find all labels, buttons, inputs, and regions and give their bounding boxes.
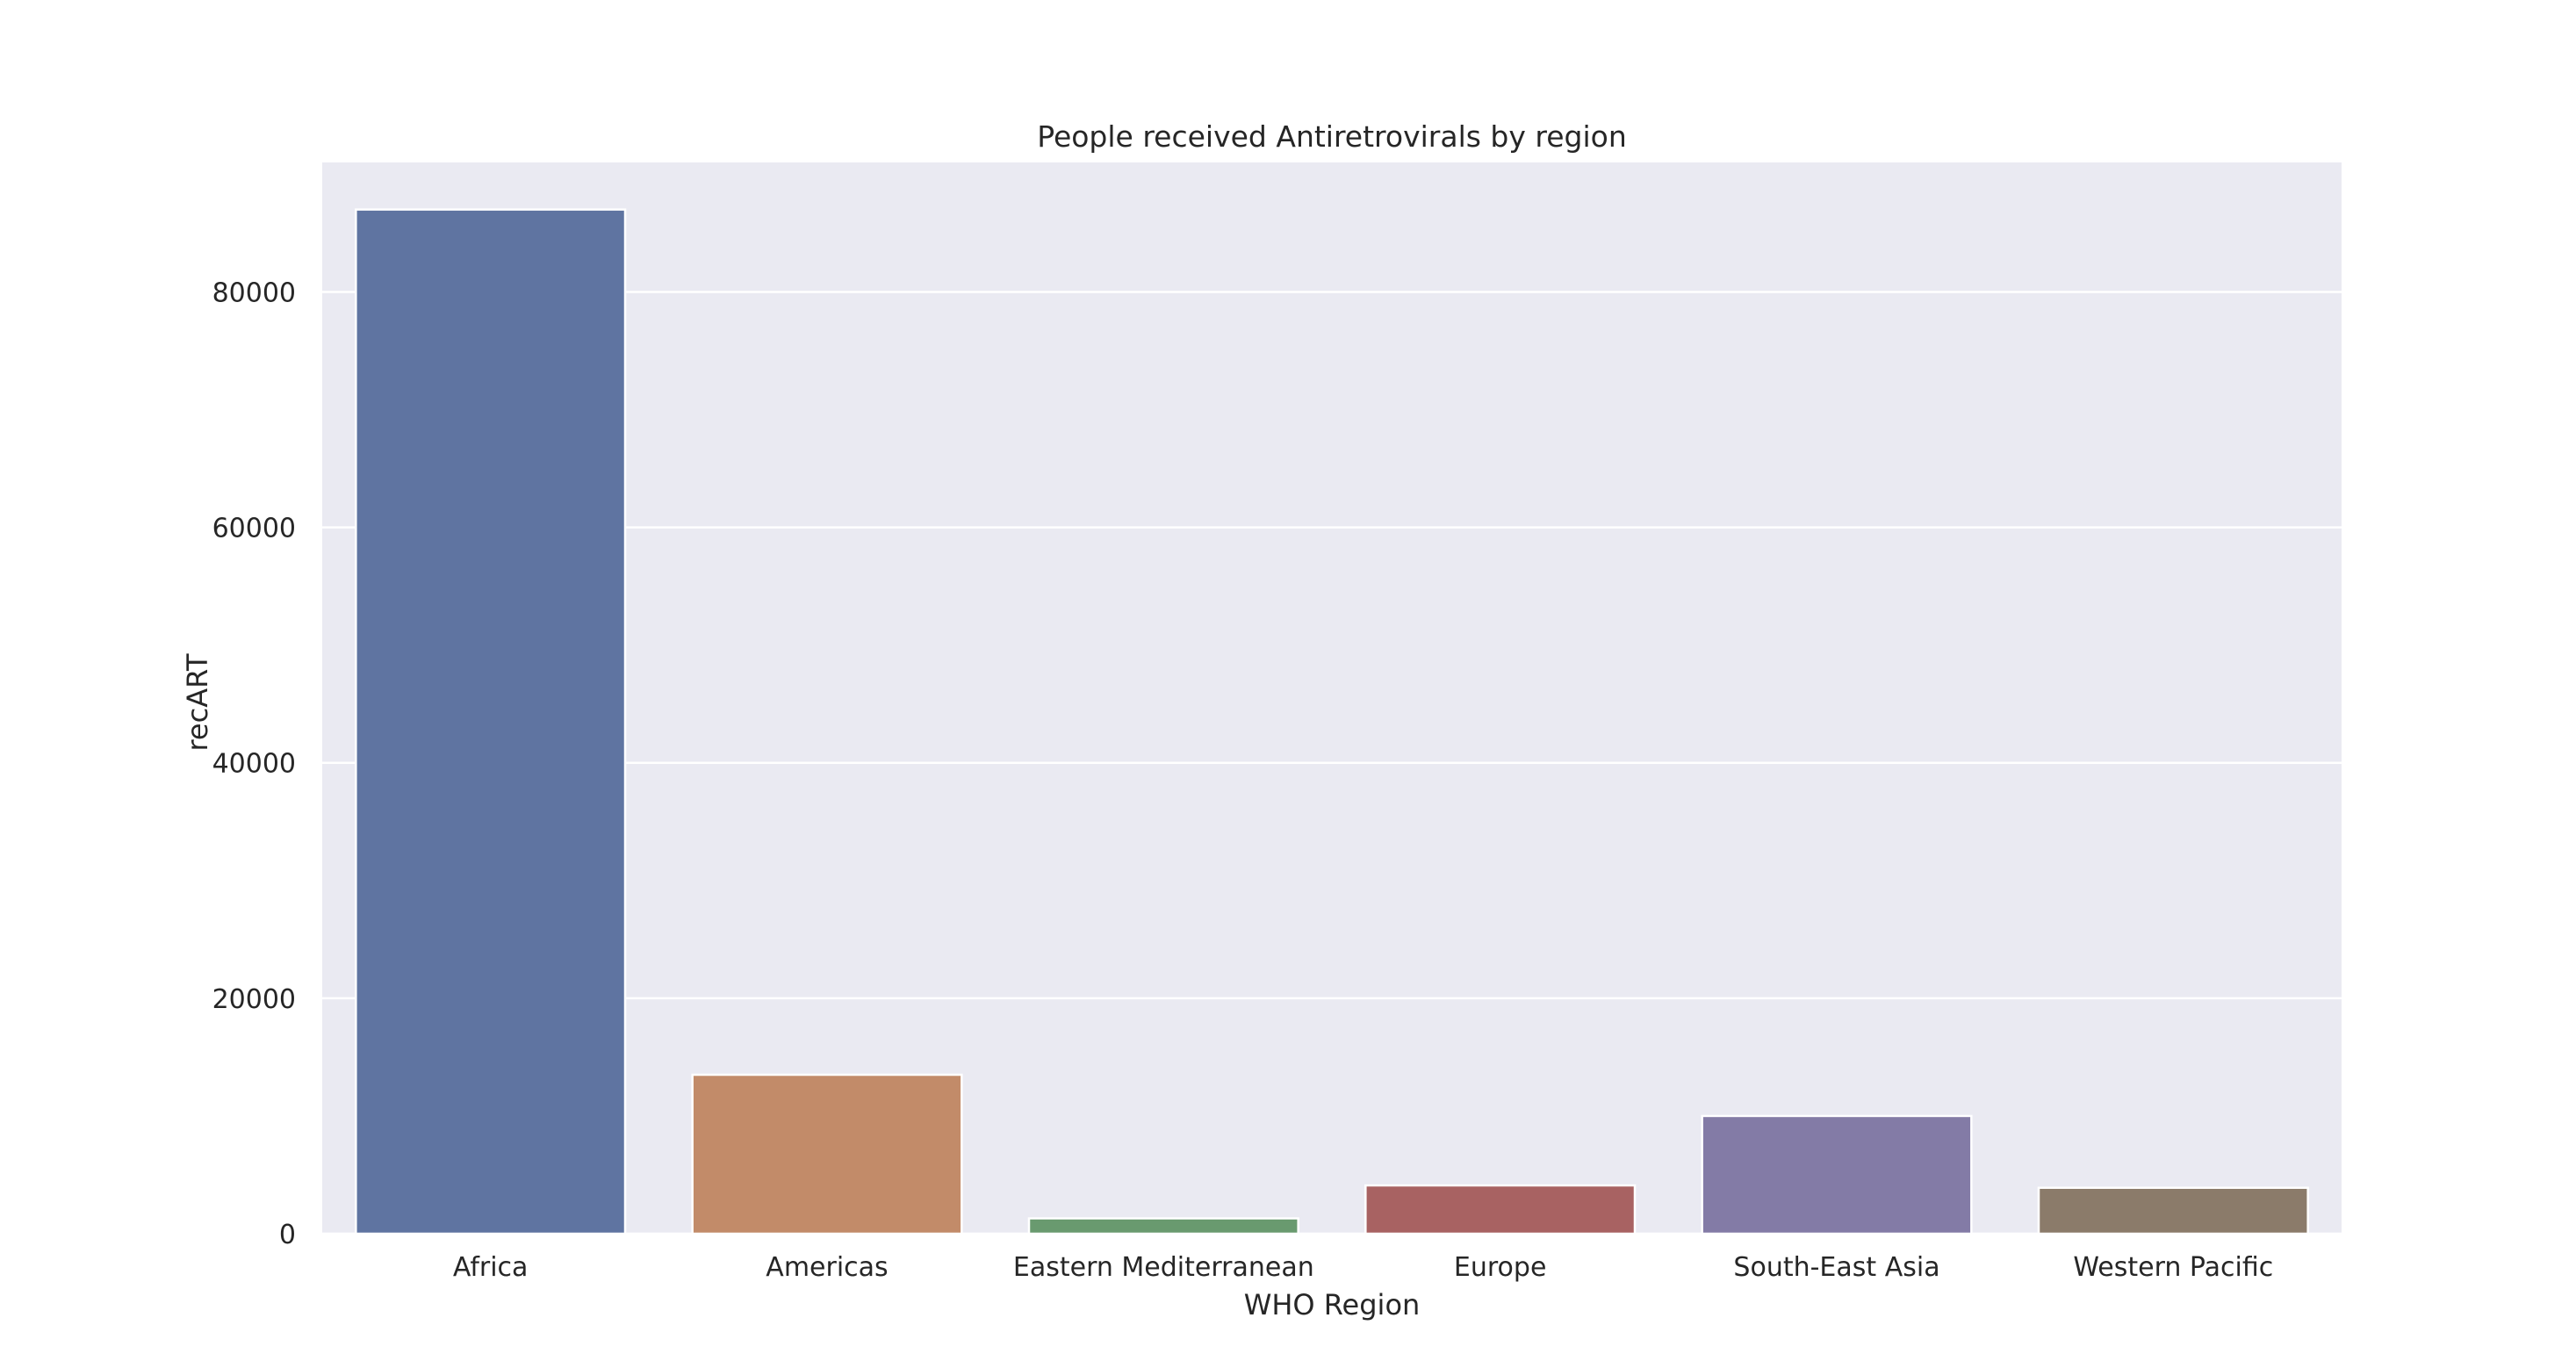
x-tick-label: Eastern Mediterranean bbox=[1013, 1252, 1314, 1283]
bar-western-pacific bbox=[2037, 1186, 2309, 1235]
bar-eastern-mediterranean bbox=[1027, 1217, 1299, 1235]
plot-background bbox=[322, 162, 2342, 1234]
x-axis-label: WHO Region bbox=[1244, 1288, 1421, 1321]
y-tick-label: 40000 bbox=[212, 749, 296, 780]
y-axis-label: recART bbox=[181, 653, 214, 752]
bar-africa bbox=[355, 208, 627, 1235]
y-tick-label: 60000 bbox=[212, 514, 296, 544]
y-tick-label: 20000 bbox=[212, 984, 296, 1015]
chart-title: People received Antiretrovirals by regio… bbox=[1037, 119, 1627, 154]
y-tick-label: 80000 bbox=[212, 277, 296, 308]
x-tick-label: Africa bbox=[453, 1252, 529, 1283]
bar-americas bbox=[691, 1073, 963, 1235]
bar-europe bbox=[1364, 1184, 1637, 1235]
bars bbox=[355, 208, 2309, 1235]
y-axis-ticks: 0 20000 40000 60000 80000 bbox=[212, 277, 296, 1250]
x-axis-ticks: Africa Americas Eastern Mediterranean Europ… bbox=[453, 1252, 2273, 1283]
x-tick-label: Western Pacific bbox=[2073, 1252, 2273, 1283]
bar-south-east-asia bbox=[1701, 1114, 1973, 1235]
gridlines bbox=[322, 291, 2342, 1235]
x-tick-label: South-East Asia bbox=[1733, 1252, 1939, 1283]
x-tick-label: Europe bbox=[1454, 1252, 1547, 1283]
x-tick-label: Americas bbox=[766, 1252, 888, 1283]
y-tick-label: 0 bbox=[279, 1220, 296, 1250]
